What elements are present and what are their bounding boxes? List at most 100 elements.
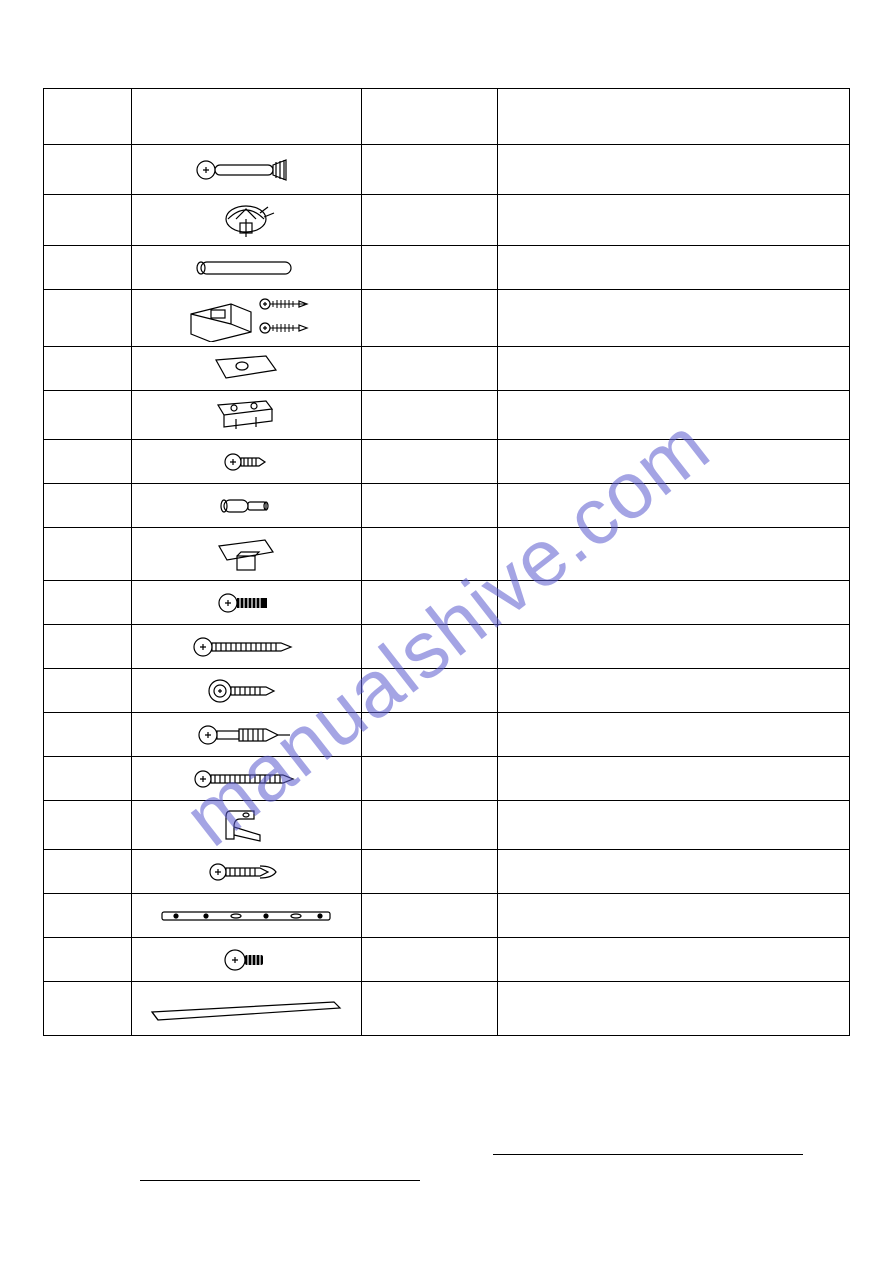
cell-id — [44, 581, 132, 625]
table-row — [44, 801, 850, 850]
cell-id — [44, 894, 132, 938]
hardware-screw-anchor-icon — [131, 850, 361, 894]
table-row — [44, 581, 850, 625]
cell-desc — [497, 145, 849, 195]
cell-desc — [497, 894, 849, 938]
cell-desc — [497, 669, 849, 713]
table-row — [44, 894, 850, 938]
table-row — [44, 440, 850, 484]
cell-desc — [497, 391, 849, 440]
hardware-hinge-plate-icon — [131, 391, 361, 440]
cell-qty — [361, 290, 497, 347]
underline-top — [493, 1154, 803, 1155]
cell-id — [44, 801, 132, 850]
table-row — [44, 713, 850, 757]
hardware-dowel-icon — [131, 246, 361, 290]
cell-desc — [497, 484, 849, 528]
hardware-plate-oval-icon — [131, 347, 361, 391]
cell-id — [44, 195, 132, 246]
hardware-wood-screw-long-icon — [131, 625, 361, 669]
cell-qty — [361, 938, 497, 982]
hardware-bolt-cam-icon — [131, 145, 361, 195]
cell-desc — [497, 246, 849, 290]
hardware-bracket-clip-icon — [131, 801, 361, 850]
table-row — [44, 528, 850, 581]
cell-desc — [497, 938, 849, 982]
hardware-table-container — [43, 88, 850, 1036]
cell-id — [44, 713, 132, 757]
table-row — [44, 145, 850, 195]
table-row — [44, 347, 850, 391]
hardware-shelf-pin-icon — [131, 484, 361, 528]
underline-bottom — [140, 1180, 420, 1181]
cell-id — [44, 625, 132, 669]
cell-desc — [497, 801, 849, 850]
cell-qty — [361, 391, 497, 440]
cell-id — [44, 391, 132, 440]
table-row — [44, 850, 850, 894]
table-header-row — [44, 89, 850, 145]
cell-qty — [361, 982, 497, 1036]
cell-desc — [497, 982, 849, 1036]
cell-qty — [361, 713, 497, 757]
header-icon — [131, 89, 361, 145]
hardware-drawer-slide-icon — [131, 894, 361, 938]
table-row — [44, 669, 850, 713]
cell-id — [44, 757, 132, 801]
hardware-knob-plate-icon — [131, 528, 361, 581]
table-row — [44, 195, 850, 246]
cell-desc — [497, 290, 849, 347]
cell-id — [44, 440, 132, 484]
hardware-wall-anchor-screw-icon — [131, 713, 361, 757]
table-row — [44, 290, 850, 347]
cell-qty — [361, 625, 497, 669]
cell-id — [44, 669, 132, 713]
cell-desc — [497, 713, 849, 757]
cell-desc — [497, 347, 849, 391]
table-row — [44, 625, 850, 669]
cell-id — [44, 145, 132, 195]
cell-desc — [497, 581, 849, 625]
cell-qty — [361, 484, 497, 528]
table-row — [44, 484, 850, 528]
hardware-long-strip-icon — [131, 982, 361, 1036]
cell-qty — [361, 440, 497, 484]
header-id — [44, 89, 132, 145]
hardware-magnet-catch-icon — [131, 290, 361, 347]
cell-qty — [361, 145, 497, 195]
table-row — [44, 757, 850, 801]
hardware-washer-screw-icon — [131, 669, 361, 713]
table-row — [44, 391, 850, 440]
table-row — [44, 982, 850, 1036]
cell-id — [44, 484, 132, 528]
cell-desc — [497, 195, 849, 246]
hardware-wood-screw-long2-icon — [131, 757, 361, 801]
cell-id — [44, 938, 132, 982]
cell-desc — [497, 625, 849, 669]
header-qty — [361, 89, 497, 145]
table-row — [44, 246, 850, 290]
cell-qty — [361, 246, 497, 290]
cell-qty — [361, 581, 497, 625]
cell-desc — [497, 528, 849, 581]
cell-desc — [497, 440, 849, 484]
cell-id — [44, 982, 132, 1036]
cell-qty — [361, 195, 497, 246]
cell-qty — [361, 669, 497, 713]
hardware-cam-lock-icon — [131, 195, 361, 246]
cell-qty — [361, 801, 497, 850]
cell-desc — [497, 757, 849, 801]
cell-qty — [361, 528, 497, 581]
cell-id — [44, 528, 132, 581]
header-desc — [497, 89, 849, 145]
cell-id — [44, 850, 132, 894]
cell-qty — [361, 347, 497, 391]
cell-qty — [361, 894, 497, 938]
hardware-table — [43, 88, 850, 1036]
cell-qty — [361, 850, 497, 894]
cell-desc — [497, 850, 849, 894]
cell-id — [44, 290, 132, 347]
hardware-screw-short-icon — [131, 440, 361, 484]
table-row — [44, 938, 850, 982]
hardware-pan-screw-icon — [131, 938, 361, 982]
